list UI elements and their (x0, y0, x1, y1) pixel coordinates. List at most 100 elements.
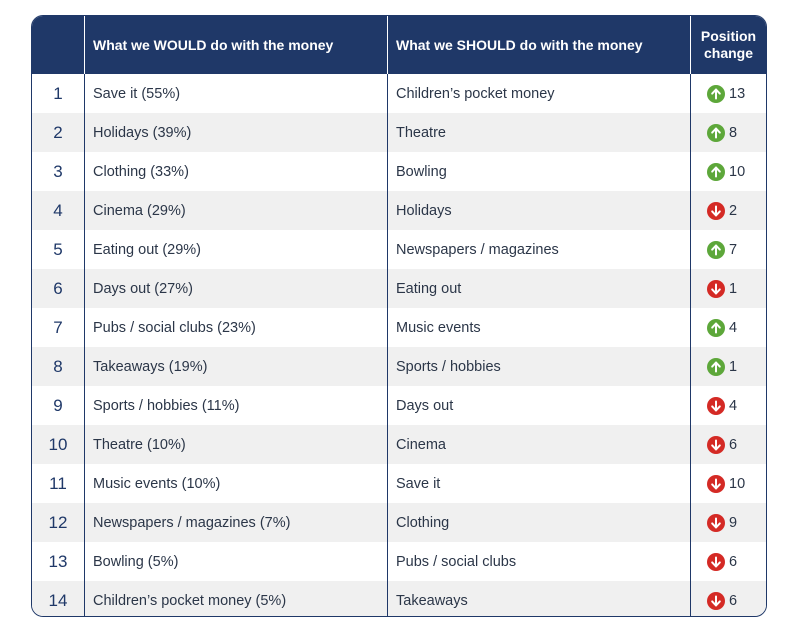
position-change-value: 8 (729, 124, 738, 141)
should-cell: Music events (388, 308, 691, 347)
arrow-up-icon (707, 162, 725, 181)
should-cell: Takeaways (388, 581, 691, 616)
rank-header (32, 16, 85, 74)
would-cell: Sports / hobbies (11%) (85, 386, 388, 425)
would-header: What we WOULD do with the money (85, 16, 388, 74)
should-cell: Cinema (388, 425, 691, 464)
arrow-down-icon (707, 513, 725, 532)
position-change-cell: 4 (691, 308, 766, 347)
position-change-value: 10 (729, 475, 746, 492)
position-change-value: 2 (729, 202, 738, 219)
table-row: 3 Clothing (33%) Bowling 10 (32, 152, 766, 191)
rank-cell: 3 (32, 152, 85, 191)
position-change-header: Position change (691, 16, 766, 74)
rank-cell: 5 (32, 230, 85, 269)
position-change-cell: 1 (691, 347, 766, 386)
position-change-value: 6 (729, 592, 738, 609)
arrow-up-icon (707, 123, 725, 142)
rank-cell: 6 (32, 269, 85, 308)
position-change-cell: 10 (691, 464, 766, 503)
should-cell: Holidays (388, 191, 691, 230)
table-row: 4 Cinema (29%) Holidays 2 (32, 191, 766, 230)
position-header-line1: Position (700, 28, 757, 44)
table-row: 6 Days out (27%) Eating out 1 (32, 269, 766, 308)
should-cell: Newspapers / magazines (388, 230, 691, 269)
position-change-value: 7 (729, 241, 738, 258)
table-row: 1 Save it (55%) Children’s pocket money 13 (32, 74, 766, 113)
would-cell: Newspapers / magazines (7%) (85, 503, 388, 542)
arrow-down-icon (707, 474, 725, 493)
rank-cell: 13 (32, 542, 85, 581)
position-change-value: 4 (729, 319, 738, 336)
position-change-value: 13 (729, 85, 746, 102)
rank-cell: 12 (32, 503, 85, 542)
position-change-cell: 1 (691, 269, 766, 308)
table-row: 14 Children’s pocket money (5%) Takeaways 6 (32, 581, 766, 616)
rank-cell: 10 (32, 425, 85, 464)
position-change-value: 6 (729, 553, 738, 570)
arrow-down-icon (707, 279, 725, 298)
would-cell: Pubs / social clubs (23%) (85, 308, 388, 347)
arrow-down-icon (707, 552, 725, 571)
table-row: 11 Music events (10%) Save it 10 (32, 464, 766, 503)
table-row: 8 Takeaways (19%) Sports / hobbies 1 (32, 347, 766, 386)
position-change-cell: 7 (691, 230, 766, 269)
would-cell: Takeaways (19%) (85, 347, 388, 386)
arrow-up-icon (707, 357, 725, 376)
position-change-value: 10 (729, 163, 746, 180)
position-change-cell: 6 (691, 425, 766, 464)
arrow-up-icon (707, 240, 725, 259)
should-cell: Days out (388, 386, 691, 425)
rank-cell: 14 (32, 581, 85, 616)
position-change-cell: 13 (691, 74, 766, 113)
position-change-value: 4 (729, 397, 738, 414)
should-cell: Pubs / social clubs (388, 542, 691, 581)
money-ranking-table: What we WOULD do with the money What we … (31, 15, 767, 617)
table-row: 9 Sports / hobbies (11%) Days out 4 (32, 386, 766, 425)
position-change-value: 1 (729, 358, 738, 375)
would-cell: Music events (10%) (85, 464, 388, 503)
position-change-value: 1 (729, 280, 738, 297)
would-cell: Holidays (39%) (85, 113, 388, 152)
should-cell: Bowling (388, 152, 691, 191)
would-cell: Children’s pocket money (5%) (85, 581, 388, 616)
rank-cell: 2 (32, 113, 85, 152)
would-cell: Save it (55%) (85, 74, 388, 113)
table-row: 12 Newspapers / magazines (7%) Clothing 9 (32, 503, 766, 542)
position-change-cell: 2 (691, 191, 766, 230)
should-header: What we SHOULD do with the money (388, 16, 691, 74)
should-cell: Theatre (388, 113, 691, 152)
should-cell: Eating out (388, 269, 691, 308)
rank-cell: 1 (32, 74, 85, 113)
rank-cell: 8 (32, 347, 85, 386)
arrow-down-icon (707, 591, 725, 610)
rank-cell: 11 (32, 464, 85, 503)
table-row: 5 Eating out (29%) Newspapers / magazines 7 (32, 230, 766, 269)
would-cell: Clothing (33%) (85, 152, 388, 191)
arrow-up-icon (707, 318, 725, 337)
would-cell: Cinema (29%) (85, 191, 388, 230)
arrow-down-icon (707, 201, 725, 220)
should-cell: Children’s pocket money (388, 74, 691, 113)
would-cell: Bowling (5%) (85, 542, 388, 581)
would-cell: Days out (27%) (85, 269, 388, 308)
position-change-cell: 6 (691, 581, 766, 616)
would-cell: Theatre (10%) (85, 425, 388, 464)
table-header-row: What we WOULD do with the money What we … (32, 16, 766, 74)
arrow-up-icon (707, 84, 725, 103)
should-cell: Clothing (388, 503, 691, 542)
position-change-cell: 9 (691, 503, 766, 542)
arrow-down-icon (707, 435, 725, 454)
table-row: 2 Holidays (39%) Theatre 8 (32, 113, 766, 152)
table-row: 10 Theatre (10%) Cinema 6 (32, 425, 766, 464)
arrow-down-icon (707, 396, 725, 415)
position-change-cell: 6 (691, 542, 766, 581)
table-body: 1 Save it (55%) Children’s pocket money 13 2… (32, 74, 766, 616)
position-change-value: 6 (729, 436, 738, 453)
position-change-cell: 4 (691, 386, 766, 425)
position-header-line2: change (703, 45, 753, 61)
rank-cell: 7 (32, 308, 85, 347)
would-cell: Eating out (29%) (85, 230, 388, 269)
should-cell: Save it (388, 464, 691, 503)
should-cell: Sports / hobbies (388, 347, 691, 386)
